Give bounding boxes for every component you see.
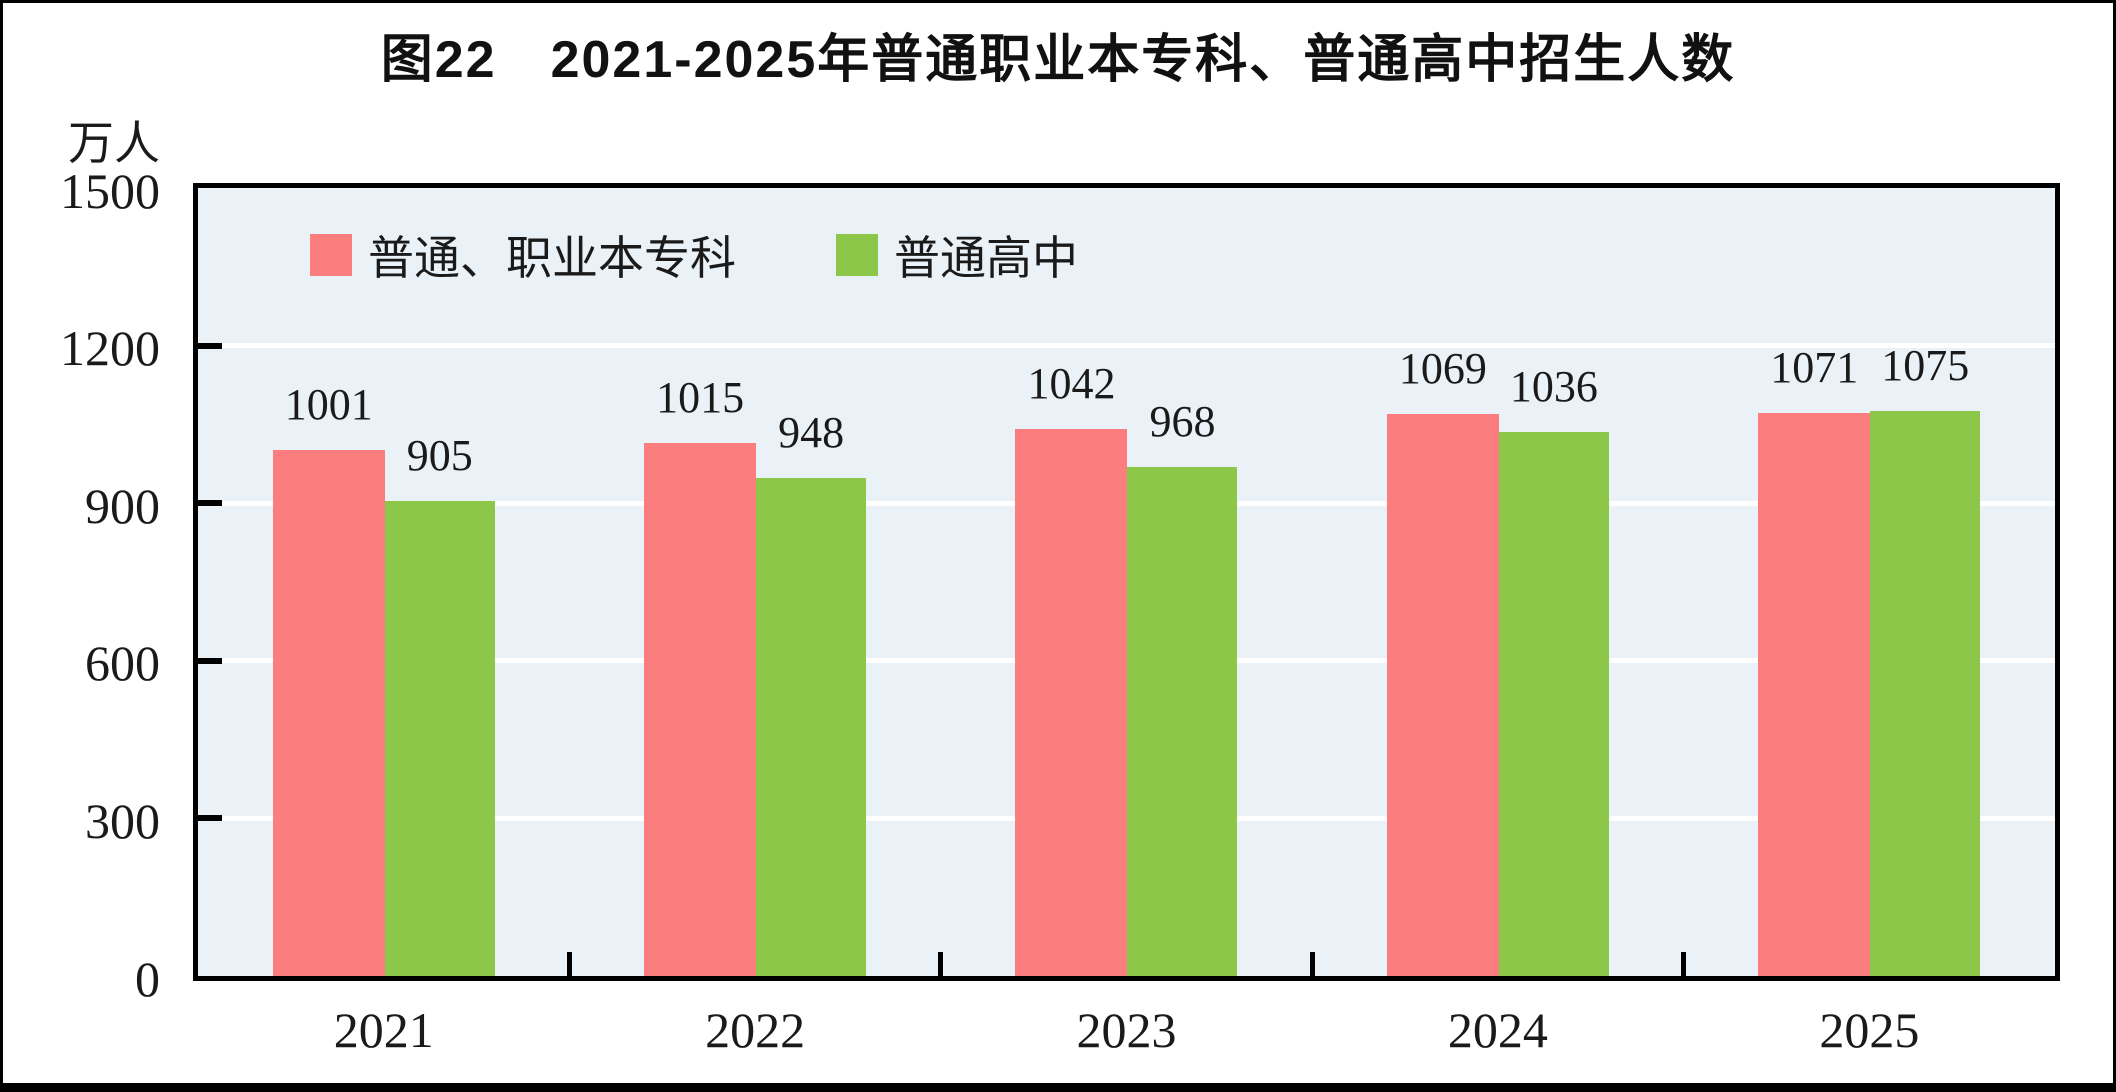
plot-area: 普通、职业本专科 普通高中 1001 905 1015 948 1042 968 1069 10… (193, 183, 2060, 981)
legend-label: 普通、职业本专科 (368, 233, 736, 284)
x-axis-tick (1681, 952, 1687, 976)
y-tick-label: 1500 (60, 162, 160, 219)
x-axis-tick (938, 952, 944, 976)
x-tick-label: 2025 (1819, 1002, 1920, 1058)
bar-value-label: 948 (778, 407, 845, 457)
x-tick-label: 2024 (1447, 1002, 1548, 1058)
bar-series-1 (1870, 411, 1981, 976)
x-axis-tick (1309, 952, 1315, 976)
x-axis-tick (566, 952, 572, 976)
bar-value-label: 1001 (284, 380, 373, 430)
bar-group: 1042 968 (941, 188, 1312, 976)
bar-series-1 (384, 500, 495, 976)
bar-value-label: 1075 (1881, 341, 1970, 391)
legend-item: 普通高中 (836, 222, 1078, 288)
bar-series-0 (272, 450, 385, 976)
x-tick-label: 2022 (705, 1002, 806, 1058)
bar-group: 1071 1075 (1684, 188, 2055, 976)
gridline (198, 343, 2055, 349)
y-tick-label: 0 (135, 950, 160, 1007)
y-axis-tick (198, 657, 222, 664)
bar-series-1 (1498, 431, 1609, 976)
bar-group: 1069 1036 (1312, 188, 1683, 976)
plot-inner: 普通、职业本专科 普通高中 1001 905 1015 948 1042 968 1069 10… (198, 188, 2055, 976)
bar-value-label: 1036 (1509, 361, 1598, 411)
y-axis-tick (198, 815, 222, 822)
y-axis-tick (198, 500, 222, 507)
chart-title: 图22 2021-2025年普通职业本专科、普通高中招生人数 (380, 31, 1736, 89)
legend-swatch (310, 234, 352, 276)
y-tick-label: 600 (85, 635, 160, 692)
bar-value-label: 1069 (1398, 344, 1487, 394)
bar-series-0 (644, 442, 757, 976)
bar-group: 1001 905 (198, 188, 569, 976)
x-tick-label: 2021 (333, 1002, 434, 1058)
y-tick-label: 900 (85, 477, 160, 534)
bar-value-label: 905 (406, 430, 473, 480)
legend-swatch (836, 234, 878, 276)
y-tick-label: 300 (85, 792, 160, 849)
bar-series-0 (1386, 414, 1499, 976)
legend: 普通、职业本专科 普通高中 (310, 222, 1078, 288)
bar-series-0 (1758, 413, 1871, 976)
bar-series-1 (1127, 467, 1238, 976)
y-tick-label: 1200 (60, 320, 160, 377)
bar-value-label: 1015 (656, 372, 745, 422)
y-axis-tick (198, 342, 222, 349)
bar-value-label: 968 (1149, 397, 1216, 447)
legend-label: 普通高中 (894, 233, 1078, 284)
y-axis-labels: 0 300 600 900 1200 1500 (3, 3, 160, 1083)
legend-item: 普通、职业本专科 (310, 222, 736, 288)
x-axis-labels: 2021 2022 2023 2024 2025 (198, 1001, 2055, 1059)
x-tick-label: 2023 (1076, 1002, 1177, 1058)
bar-series-0 (1015, 428, 1128, 976)
bar-group: 1015 948 (569, 188, 940, 976)
bar-series-1 (756, 477, 867, 976)
bar-value-label: 1042 (1027, 358, 1116, 408)
y-axis-unit-label: 万人 (68, 118, 160, 169)
bar-value-label: 1071 (1770, 343, 1859, 393)
